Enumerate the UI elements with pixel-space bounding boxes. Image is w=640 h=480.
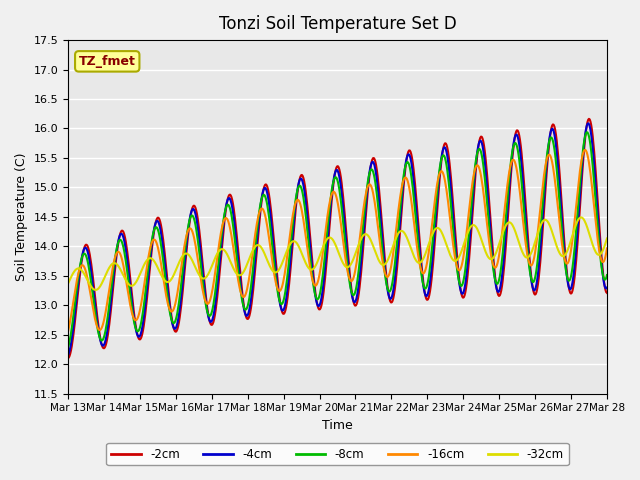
X-axis label: Time: Time <box>322 419 353 432</box>
Legend: -2cm, -4cm, -8cm, -16cm, -32cm: -2cm, -4cm, -8cm, -16cm, -32cm <box>106 443 568 466</box>
-16cm <box>184 228 192 234</box>
-32cm <box>603 236 611 241</box>
Line: -2cm: -2cm <box>68 119 607 358</box>
Y-axis label: Soil Temperature (C): Soil Temperature (C) <box>15 153 28 281</box>
-32cm <box>213 251 221 257</box>
-2cm <box>64 355 72 361</box>
-8cm <box>419 278 426 284</box>
-2cm <box>184 234 192 240</box>
-16cm <box>403 176 411 182</box>
-8cm <box>184 225 192 231</box>
-16cm <box>419 270 426 276</box>
-32cm <box>92 287 100 293</box>
-2cm <box>74 292 82 298</box>
-2cm <box>129 303 137 309</box>
-4cm <box>212 292 220 298</box>
-8cm <box>129 314 137 320</box>
-32cm <box>74 265 82 271</box>
-4cm <box>584 120 592 126</box>
-8cm <box>403 159 411 165</box>
-4cm <box>64 352 72 358</box>
-8cm <box>64 345 72 350</box>
-2cm <box>419 273 426 278</box>
-32cm <box>185 252 193 258</box>
-2cm <box>212 301 220 307</box>
-16cm <box>212 261 220 266</box>
-4cm <box>419 277 426 283</box>
-4cm <box>74 285 82 290</box>
Line: -4cm: -4cm <box>68 123 607 355</box>
-8cm <box>212 279 220 285</box>
-8cm <box>583 130 591 135</box>
-4cm <box>129 310 137 315</box>
-16cm <box>64 329 72 335</box>
-32cm <box>130 282 138 288</box>
Line: -32cm: -32cm <box>68 217 607 290</box>
-32cm <box>578 215 586 220</box>
Title: Tonzi Soil Temperature Set D: Tonzi Soil Temperature Set D <box>219 15 456 33</box>
-8cm <box>74 278 82 284</box>
-16cm <box>603 246 611 252</box>
-2cm <box>403 155 411 161</box>
-4cm <box>403 155 411 160</box>
-2cm <box>603 290 611 296</box>
-4cm <box>184 228 192 234</box>
-2cm <box>585 116 593 122</box>
-32cm <box>419 256 427 262</box>
Line: -16cm: -16cm <box>68 150 607 332</box>
-16cm <box>581 147 589 153</box>
-4cm <box>603 285 611 290</box>
-16cm <box>129 314 137 320</box>
-8cm <box>603 272 611 278</box>
Line: -8cm: -8cm <box>68 132 607 348</box>
-32cm <box>404 237 412 242</box>
Text: TZ_fmet: TZ_fmet <box>79 55 136 68</box>
-16cm <box>74 273 82 279</box>
-32cm <box>64 281 72 287</box>
